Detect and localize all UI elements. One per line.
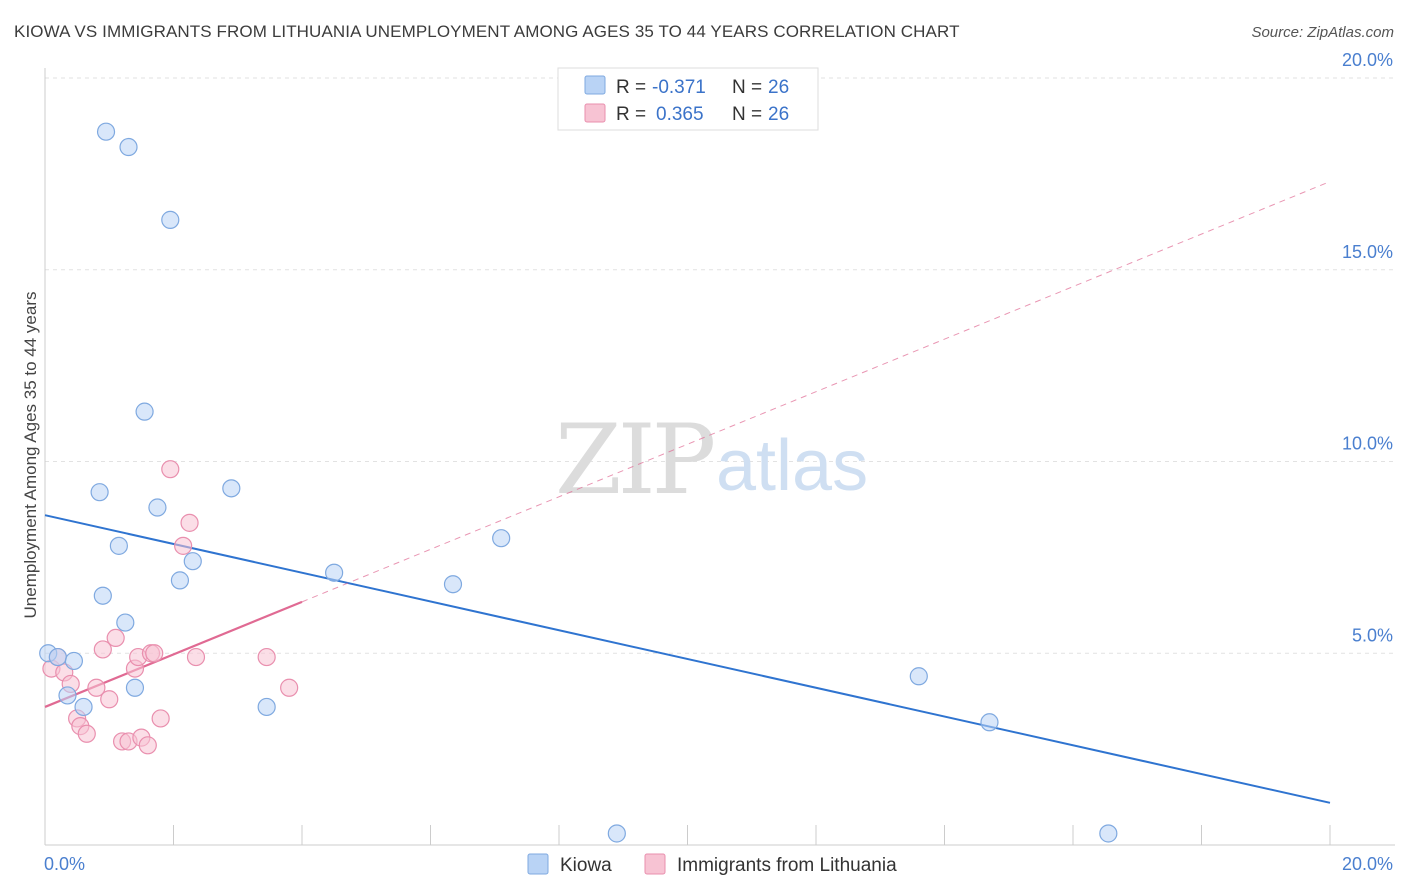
point-lithuania (100, 690, 119, 709)
point-lithuania (87, 678, 106, 697)
point-kiowa (125, 678, 145, 697)
point-kiowa (93, 586, 112, 605)
point-lithuania (257, 647, 276, 667)
bottom-legend-label-lithuania: Immigrants from Lithuania (677, 855, 897, 876)
bottom-legend-swatch-lithuania (644, 853, 666, 875)
source-label: Source: ZipAtlas.com (1251, 24, 1394, 41)
point-lithuania (186, 647, 206, 667)
y-axis-label: Unemployment Among Ages 35 to 44 years (21, 292, 40, 619)
trend-line-kiowa (44, 514, 1331, 804)
point-lithuania (138, 736, 157, 755)
legend-r-label-lithuania: R = (616, 104, 646, 125)
chart-title: KIOWA VS IMMIGRANTS FROM LITHUANIA UNEMP… (14, 22, 960, 41)
point-kiowa (119, 137, 138, 157)
point-kiowa (443, 575, 463, 594)
bottom-legend-swatch-kiowa (527, 853, 549, 875)
y-tick-label: 10.0% (1342, 434, 1393, 454)
tick-labels: 5.0% 10.0% 15.0% 20.0% 0.0% 20.0% (44, 50, 1393, 874)
point-kiowa (607, 824, 626, 843)
watermark-zip: ZIP (555, 404, 714, 516)
legend-n-value-lithuania: 26 (768, 104, 789, 125)
legend-swatch-lithuania (584, 103, 606, 123)
point-kiowa (257, 697, 276, 717)
point-lithuania (145, 644, 164, 663)
x-tick-label: 0.0% (44, 854, 85, 874)
legend-swatch-kiowa (584, 75, 606, 95)
point-kiowa (170, 571, 190, 590)
point-kiowa (109, 536, 128, 555)
point-kiowa (161, 210, 180, 229)
y-tick-label: 15.0% (1342, 242, 1393, 262)
point-lithuania (174, 536, 193, 555)
y-tick-label: 20.0% (1342, 50, 1393, 70)
point-lithuania (151, 709, 170, 728)
data-points (39, 122, 1118, 843)
correlation-legend: R = -0.371 N = 26 R = 0.365 N = 26 (557, 67, 819, 131)
axes (44, 68, 1395, 846)
point-kiowa (58, 686, 77, 705)
watermark-atlas: atlas (716, 426, 868, 506)
trend-line-lithuania-extension (301, 181, 1331, 603)
point-kiowa (492, 529, 511, 548)
x-tick-label: 20.0% (1342, 854, 1393, 874)
legend-r-value-lithuania: 0.365 (656, 104, 704, 125)
legend-n-value-kiowa: 26 (768, 77, 789, 98)
bottom-legend-label-kiowa: Kiowa (560, 855, 612, 876)
legend-r-label-kiowa: R = (616, 77, 646, 98)
point-kiowa (48, 647, 67, 667)
point-lithuania (77, 724, 96, 743)
point-kiowa (90, 483, 109, 502)
point-kiowa (980, 713, 999, 732)
legend-n-label-kiowa: N = (732, 77, 762, 98)
y-tick-label: 5.0% (1352, 625, 1393, 645)
point-kiowa (64, 651, 84, 671)
point-lithuania (161, 460, 180, 479)
point-kiowa (1099, 824, 1118, 843)
legend-n-label-lithuania: N = (732, 104, 762, 125)
point-kiowa (909, 667, 928, 686)
point-lithuania (106, 628, 125, 648)
point-kiowa (74, 697, 93, 717)
point-lithuania (180, 513, 199, 532)
point-kiowa (96, 122, 116, 141)
point-kiowa (325, 563, 344, 582)
point-kiowa (148, 498, 167, 517)
series-legend: Kiowa Immigrants from Lithuania (527, 853, 897, 876)
point-lithuania (93, 640, 112, 659)
legend-r-value-kiowa: -0.371 (652, 77, 706, 98)
point-kiowa (222, 479, 241, 498)
point-kiowa (183, 552, 202, 571)
point-kiowa (116, 613, 135, 632)
point-lithuania (280, 678, 299, 697)
gridlines (45, 77, 1395, 654)
point-kiowa (135, 402, 154, 421)
watermark: ZIP atlas (555, 404, 868, 516)
